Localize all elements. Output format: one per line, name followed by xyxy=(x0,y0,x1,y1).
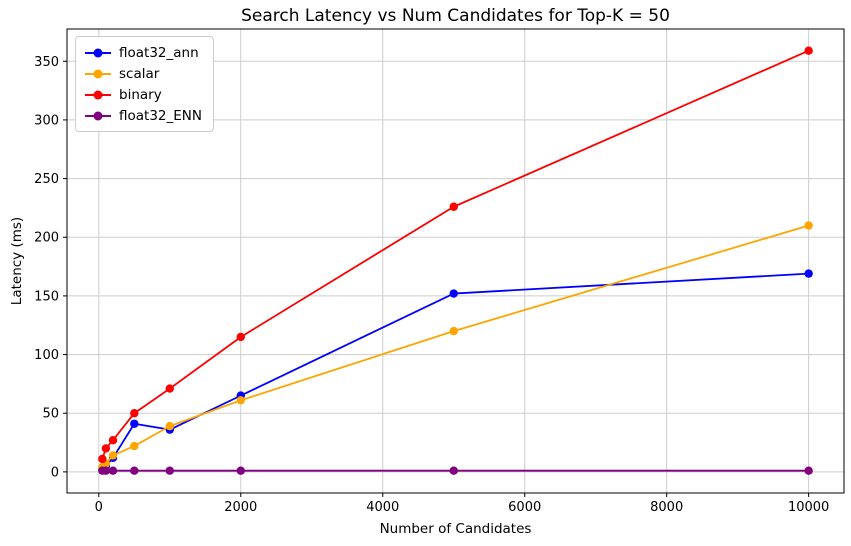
legend-dot-icon xyxy=(93,48,103,57)
x-axis-label: Number of Candidates xyxy=(379,521,532,537)
data-point-binary xyxy=(101,444,111,453)
plot-border xyxy=(66,28,845,494)
y-tick-label: 0 xyxy=(51,465,59,480)
legend-marker-icon xyxy=(85,111,111,120)
y-axis-label: Latency (ms) xyxy=(9,216,25,306)
legend-item-scalar: scalar xyxy=(85,63,202,84)
data-point-float32_ann xyxy=(449,289,458,298)
x-tick-label: 4000 xyxy=(366,500,399,515)
series-line-float32_ann xyxy=(101,272,809,471)
data-point-float32_ENN xyxy=(165,466,174,475)
y-tick-label: 50 xyxy=(42,407,59,422)
y-tick-label: 350 xyxy=(34,55,59,70)
chart-title: Search Latency vs Num Candidates for Top… xyxy=(241,6,670,26)
data-point-binary xyxy=(236,332,245,342)
data-point-float32_ENN xyxy=(108,466,118,475)
data-point-float32_ENN xyxy=(804,466,813,475)
data-point-scalar xyxy=(449,326,458,336)
legend-marker-icon xyxy=(85,69,111,78)
data-point-scalar xyxy=(236,396,245,405)
data-point-float32_ENN xyxy=(236,466,245,475)
x-tick-label: 2000 xyxy=(224,500,257,515)
x-tick-label: 10000 xyxy=(788,500,829,515)
legend-marker-icon xyxy=(85,48,111,57)
legend-item-float32_ENN: float32_ENN xyxy=(85,105,202,126)
legend-item-label: float32_ENN xyxy=(119,107,202,124)
data-point-binary xyxy=(449,202,458,211)
y-tick-label: 200 xyxy=(34,231,59,246)
data-point-scalar xyxy=(130,441,139,451)
data-point-scalar xyxy=(108,451,118,460)
x-tick-label: 0 xyxy=(95,500,103,515)
data-point-binary xyxy=(130,409,139,418)
data-point-scalar xyxy=(165,421,174,431)
data-point-binary xyxy=(165,384,174,393)
y-tick-label: 150 xyxy=(34,289,59,304)
legend-dot-icon xyxy=(93,90,103,99)
legend-item-label: scalar xyxy=(119,65,160,82)
data-point-binary xyxy=(804,46,813,55)
y-tick-label: 300 xyxy=(34,113,59,128)
y-tick-label: 250 xyxy=(34,172,59,187)
legend-item-float32_ann: float32_ann xyxy=(85,42,202,63)
series-line-scalar xyxy=(101,224,809,468)
data-point-scalar xyxy=(804,221,813,230)
data-point-float32_ENN xyxy=(130,466,139,475)
data-point-float32_ann xyxy=(130,419,139,428)
legend-dot-icon xyxy=(93,111,103,120)
data-point-float32_ENN xyxy=(449,466,458,475)
data-point-float32_ENN xyxy=(101,466,111,475)
x-tick-label: 8000 xyxy=(650,500,683,515)
legend-marker-icon xyxy=(85,90,111,99)
data-point-binary xyxy=(108,436,118,445)
x-tick-label: 6000 xyxy=(508,500,541,515)
y-tick-label: 100 xyxy=(34,348,59,363)
legend-dot-icon xyxy=(93,69,103,78)
data-point-float32_ann xyxy=(804,269,813,278)
data-point-binary xyxy=(98,454,107,464)
legend-item-label: binary xyxy=(119,86,162,103)
legend-item-binary: binary xyxy=(85,84,202,105)
legend-item-label: float32_ann xyxy=(119,44,199,61)
